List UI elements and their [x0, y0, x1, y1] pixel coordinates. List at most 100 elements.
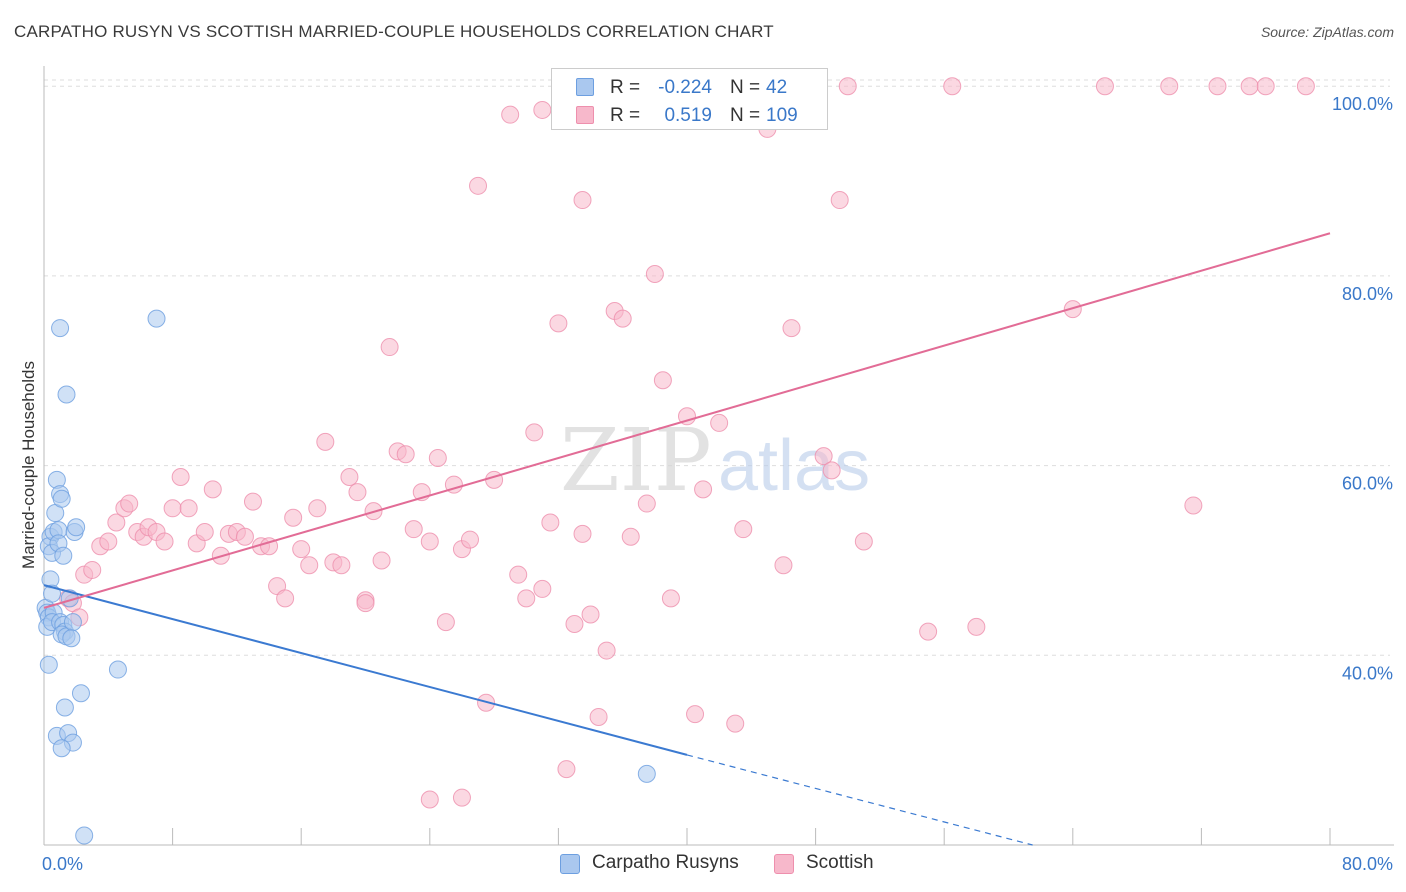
carpatho-point	[52, 489, 71, 508]
legend-n-value: 42	[766, 77, 788, 98]
scottish-point	[653, 371, 672, 390]
scottish-point	[1296, 77, 1315, 96]
scottish-point	[83, 560, 102, 579]
carpatho-point	[57, 385, 76, 404]
scottish-point	[854, 532, 873, 551]
scottish-point	[316, 432, 335, 451]
carpatho-point	[71, 684, 90, 703]
x-tick-label-min: 0.0%	[42, 854, 83, 874]
chart-title: CARPATHO RUSYN VS SCOTTISH MARRIED-COUPL…	[14, 22, 774, 41]
y-tick-label: 40.0%	[1342, 663, 1393, 683]
scottish-point	[1184, 496, 1203, 515]
legend-r-label: R =	[610, 105, 641, 126]
scottish-point	[420, 790, 439, 809]
y-axis-label: Married-couple Households	[19, 361, 38, 569]
carpatho-point	[39, 655, 58, 674]
series-label-carpatho: Carpatho Rusyns	[592, 852, 739, 873]
scottish-point	[348, 483, 367, 502]
scottish-point	[645, 265, 664, 284]
carpatho-point	[75, 826, 94, 845]
legend-swatch-blue	[576, 78, 594, 96]
y-tick-label: 80.0%	[1342, 284, 1393, 304]
legend-row-carpatho: R = -0.224 N = 42	[552, 73, 827, 101]
scottish-point	[195, 523, 214, 542]
scottish-point	[517, 589, 536, 608]
carpatho-point	[67, 518, 86, 537]
legend-r-value: -0.224	[658, 77, 712, 98]
series-legend: Carpatho Rusyns Scottish	[0, 852, 1406, 878]
scottish-point	[1240, 77, 1259, 96]
scottish-point	[557, 760, 576, 779]
scottish-point	[967, 617, 986, 636]
scottish-point	[726, 714, 745, 733]
source-label: Source: ZipAtlas.com	[1260, 24, 1394, 40]
carpatho-trend-extension	[686, 754, 1033, 846]
scottish-point	[613, 309, 632, 328]
scottish-point	[340, 467, 359, 486]
scottish-point	[686, 705, 705, 724]
scottish-point	[292, 540, 311, 559]
scottish-point	[573, 524, 592, 543]
scottish-point	[573, 191, 592, 210]
scottish-point	[380, 338, 399, 357]
scottish-point	[1208, 77, 1227, 96]
scottish-point	[163, 499, 182, 518]
scottish-point	[533, 100, 552, 119]
y-tick-label: 100.0%	[1332, 94, 1393, 114]
scottish-point	[501, 105, 520, 124]
scottish-point	[782, 319, 801, 338]
scottish-point	[541, 513, 560, 532]
scottish-point	[694, 480, 713, 499]
scottish-point	[171, 467, 190, 486]
scottish-point	[830, 191, 849, 210]
scottish-point	[420, 532, 439, 551]
scottish-point	[107, 513, 126, 532]
x-tick-label-max: 80.0%	[1342, 854, 1393, 874]
scottish-point	[1256, 77, 1275, 96]
scottish-point	[678, 407, 696, 426]
watermark-zip: ZIP	[560, 411, 712, 511]
carpatho-point	[63, 613, 82, 632]
carpatho-point	[43, 584, 62, 603]
legend-n-label: N =	[730, 105, 761, 126]
scottish-point	[549, 314, 568, 333]
carpatho-point	[108, 660, 127, 679]
scottish-point	[469, 176, 488, 195]
carpatho-point	[637, 764, 656, 783]
scottish-point	[372, 551, 391, 570]
scottish-point	[1095, 77, 1114, 96]
scottish-point	[284, 508, 303, 527]
scottish-point	[838, 77, 857, 96]
axes	[43, 66, 1394, 846]
scottish-point	[276, 589, 295, 608]
scottish-point	[179, 499, 198, 518]
scottish-point	[235, 527, 254, 546]
grid-lines	[44, 79, 1390, 656]
scottish-point	[460, 530, 479, 549]
carpatho-point	[51, 319, 70, 338]
series-label-scottish: Scottish	[806, 852, 874, 873]
scottish-point	[1160, 77, 1179, 96]
scottish-point	[525, 423, 544, 442]
scottish-point	[436, 613, 455, 632]
scottish-point	[356, 594, 375, 613]
y-tick-label: 60.0%	[1342, 474, 1393, 494]
scottish-point	[637, 494, 656, 513]
scottish-point	[565, 615, 584, 634]
scottish-point	[581, 605, 600, 624]
scottish-point	[99, 532, 118, 551]
legend-row-scottish: R = 0.519 N = 109	[552, 101, 827, 129]
scottish-point	[485, 470, 504, 489]
series-swatch-scottish	[774, 854, 794, 874]
scottish-point	[308, 499, 327, 518]
carpatho-point	[62, 629, 81, 648]
carpatho-point	[54, 546, 73, 565]
scottish-point	[404, 520, 423, 539]
scottish-point	[396, 445, 415, 464]
scottish-point	[300, 556, 319, 575]
scottish-point	[155, 532, 174, 551]
scottish-trend-line	[43, 232, 1331, 609]
scottish-point	[533, 579, 552, 598]
scottish-point	[203, 480, 222, 499]
carpatho-trend-line	[43, 584, 688, 756]
